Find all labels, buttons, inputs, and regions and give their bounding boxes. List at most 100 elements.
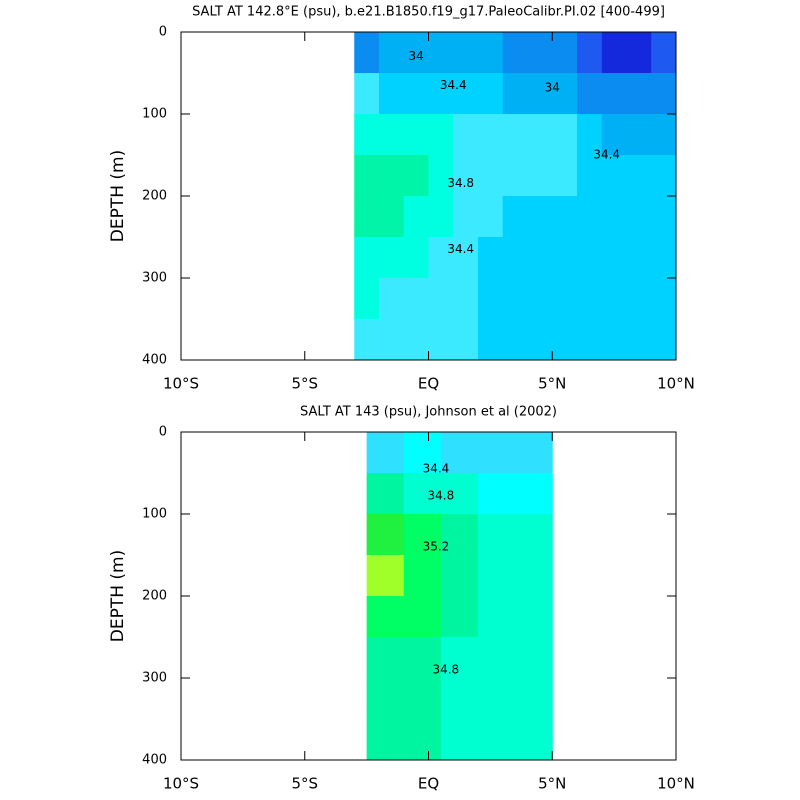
contour-cell [354,155,380,197]
contour-cell [601,155,627,197]
contour-cell [502,114,528,156]
contour-cell [478,473,516,515]
contour-cell [626,32,652,74]
contour-cell [366,637,405,679]
contour-cell [552,237,578,279]
contour-cell [527,237,553,279]
contour-cell [577,196,603,238]
contour-cell [379,73,405,115]
contour-cell [478,319,504,361]
contour-cell [626,237,652,279]
contour-cell [440,719,479,761]
contour-cell [502,278,528,320]
contour-cell [515,473,553,515]
contour-cell [626,73,652,115]
contour-cell [366,555,405,597]
chart-title: SALT AT 142.8°E (psu), b.e21.B1850.f19_g… [192,5,665,20]
contour-cell [478,596,516,638]
contour-cell [440,432,479,474]
contour-cell [552,319,578,361]
contour-cell [354,237,380,279]
contour-cell [354,319,380,361]
contour-cell [440,473,479,515]
contour-label: 34.8 [428,488,455,502]
contour-cell [515,719,553,761]
contour-cell [366,678,405,720]
contour-label: 34.4 [423,461,450,475]
contour-cell [478,114,504,156]
x-tick-label: 10°S [163,775,199,793]
contour-cell [478,514,516,556]
contour-cell [453,155,479,197]
contour-cell [577,73,603,115]
contour-cell [354,73,380,115]
contour-cell [366,514,405,556]
contour-cell [403,319,429,361]
contour-cell [626,196,652,238]
contour-cell [601,237,627,279]
contour-label: 34.4 [440,78,467,92]
contour-cell [478,237,504,279]
x-tick-label: 5°S [291,775,318,793]
contour-cell [403,32,429,74]
contour-cell [379,319,405,361]
contour-cell [354,196,380,238]
contour-cell [478,678,516,720]
contour-cell [403,596,442,638]
contour-cell [366,473,405,515]
y-tick-label: 100 [142,507,167,522]
contour-cell [577,155,603,197]
contour-cell [626,114,652,156]
contour-cell [601,32,627,74]
contour-cell [552,196,578,238]
chart-title: SALT AT 143 (psu), Johnson et al (2002) [300,405,557,420]
contour-cell [515,514,553,556]
contour-cell [552,278,578,320]
x-tick-label: 5°N [538,775,566,793]
contour-cell [478,719,516,761]
contour-cell [478,73,504,115]
contour-cell [403,719,442,761]
contour-cell [428,73,454,115]
contour-cell [626,319,652,361]
contour-cell [515,637,553,679]
x-tick-label: 10°N [657,375,695,393]
contour-cell [403,432,442,474]
contour-cell [527,155,553,197]
contour-cell [527,278,553,320]
contour-cell [527,32,553,74]
contour-cell [626,278,652,320]
contour-cell [403,155,429,197]
contour-cell [453,278,479,320]
y-tick-label: 200 [142,189,167,204]
y-tick-label: 200 [142,589,167,604]
contour-cell [379,155,405,197]
contour-cell [502,73,528,115]
contour-cell [552,155,578,197]
contour-label: 35.2 [423,539,450,553]
contour-label: 34 [408,49,423,63]
contour-cell [428,155,454,197]
y-tick-label: 100 [142,107,167,122]
contour-cell [453,237,479,279]
contour-cell [577,319,603,361]
contour-cell [515,596,553,638]
contour-cell [403,73,429,115]
contour-cell [453,32,479,74]
contour-cell [403,196,429,238]
y-tick-label: 0 [159,25,167,40]
contour-cell [651,278,677,320]
contour-cell [354,32,380,74]
y-axis-label: DEPTH (m) [108,550,128,642]
contour-label: 34.4 [447,242,474,256]
contour-cell [515,432,553,474]
contour-cell [502,32,528,74]
contour-cell [527,73,553,115]
contour-cell [379,32,405,74]
contour-cell [515,678,553,720]
contour-cell [440,555,479,597]
contour-cell [651,237,677,279]
y-tick-label: 400 [142,753,167,768]
